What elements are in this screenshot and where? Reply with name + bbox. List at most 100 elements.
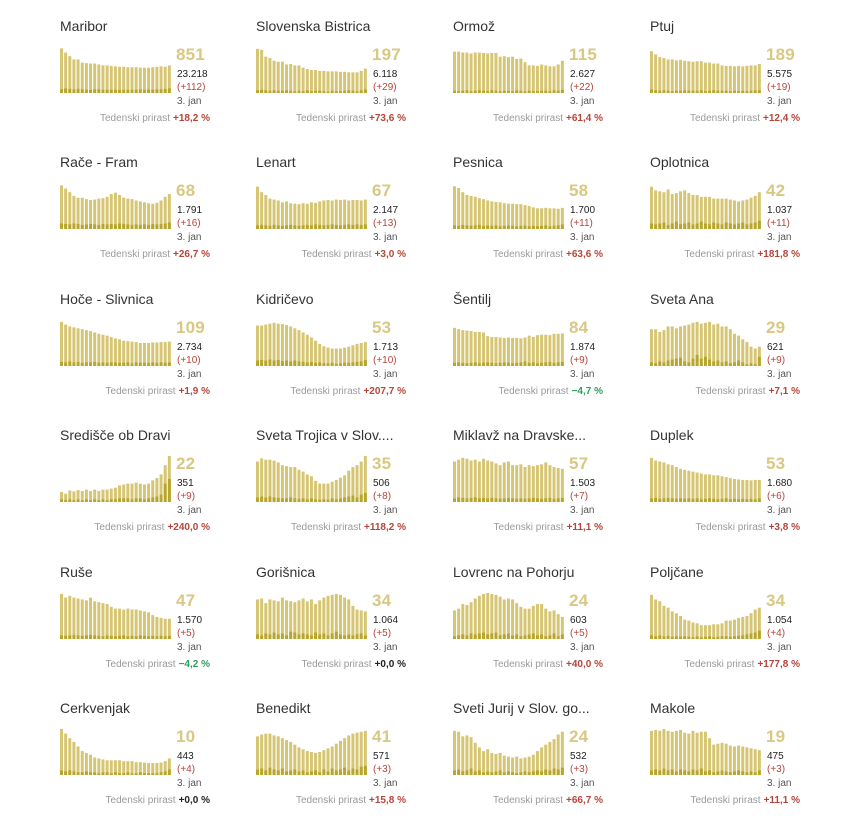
daily-bar: [105, 224, 109, 229]
municipality-card-makole[interactable]: Makole 19 475 (+3) 3. jan Tedenski prirast +11…: [650, 700, 840, 830]
municipality-card-poljcane[interactable]: Poljčane 34 1.054 (+4) 3. jan Tedenski priras…: [650, 564, 840, 694]
active-bar: [724, 743, 728, 775]
active-bar: [330, 481, 334, 502]
municipality-card-slovenska-bistrica[interactable]: Slovenska Bistrica 197 6.118 (+29) 3. jan Ted…: [256, 18, 446, 148]
daily-bar: [256, 497, 259, 502]
active-bar: [101, 198, 105, 229]
municipality-card-benedikt[interactable]: Benedikt 41 571 (+3) 3. jan Tedenski prirast +…: [256, 700, 446, 830]
daily-bar: [167, 479, 171, 502]
daily-bar: [531, 362, 535, 366]
municipality-name: Cerkvenjak: [60, 700, 131, 716]
municipality-card-lenart[interactable]: Lenart 67 2.147 (+13) 3. jan Tedenski prirast…: [256, 154, 446, 284]
daily-bar: [113, 636, 117, 639]
municipality-card-lovrenc-na-pohorju[interactable]: Lovrenc na Pohorju 24 603 (+5) 3. jan Tedensk…: [453, 564, 643, 694]
active-bar: [272, 600, 276, 639]
active-bar: [256, 736, 259, 775]
active-bar: [147, 67, 151, 93]
active-bar: [101, 489, 105, 502]
active-bar: [130, 199, 134, 229]
daily-bar: [76, 772, 80, 775]
daily-bar: [708, 636, 712, 639]
daily-bar: [318, 499, 322, 502]
date-label: 3. jan: [570, 642, 595, 653]
municipality-card-cerkvenjak[interactable]: Cerkvenjak 10 443 (+4) 3. jan Tedenski priras…: [60, 700, 250, 830]
municipality-card-gorisnica[interactable]: Gorišnica 34 1.064 (+5) 3. jan Tedenski prira…: [256, 564, 446, 694]
active-bar: [60, 491, 63, 502]
active-bar: [159, 66, 163, 93]
active-bar: [720, 326, 724, 366]
active-bar: [355, 200, 359, 229]
municipality-card-sveti-jurij-v-slov-go[interactable]: Sveti Jurij v Slov. go... 24 532 (+3) 3. jan…: [453, 700, 643, 830]
weekly-growth-label: Tedenski prirast: [290, 522, 362, 533]
active-bar: [285, 325, 289, 366]
municipality-card-maribor[interactable]: Maribor 851 23.218 (+112) 3. jan Tedenski pri…: [60, 18, 250, 148]
municipality-card-pesnica[interactable]: Pesnica 58 1.700 (+11) 3. jan Tedenski priras…: [453, 154, 643, 284]
municipality-card-kidricevo[interactable]: Kidričevo 53 1.713 (+10) 3. jan Tedenski prir…: [256, 291, 446, 421]
active-bar: [745, 616, 749, 639]
daily-bar: [703, 771, 707, 775]
active-bar: [560, 60, 564, 93]
active-bar: [465, 735, 469, 775]
daily-bar: [155, 496, 159, 502]
municipality-card-hoce-slivnica[interactable]: Hoče - Slivnica 109 2.734 (+10) 3. jan Tedens…: [60, 291, 250, 421]
daily-bar: [122, 773, 126, 775]
municipality-card-sentilj[interactable]: Šentilj 84 1.874 (+9) 3. jan Tedenski prirast…: [453, 291, 643, 421]
daily-bar: [498, 91, 502, 93]
daily-bar: [556, 498, 560, 502]
daily-bar: [76, 88, 80, 93]
active-bar: [461, 736, 465, 775]
daily-bar: [260, 635, 264, 639]
municipality-card-race-fram[interactable]: Rače - Fram 68 1.791 (+16) 3. jan Tedenski pr…: [60, 154, 250, 284]
date-label: 3. jan: [373, 369, 398, 380]
active-bar: [142, 762, 146, 775]
trend-bar-chart: [453, 593, 564, 639]
daily-bar: [97, 500, 101, 502]
active-bar: [674, 60, 678, 93]
active-bar: [151, 342, 155, 366]
daily-bar: [163, 223, 167, 229]
daily-bar: [122, 362, 126, 366]
daily-bar: [683, 361, 687, 366]
municipality-card-miklavz-na-dravske[interactable]: Miklavž na Dravske... 57 1.503 (+7) 3. jan Te…: [453, 427, 643, 557]
active-bar: [473, 598, 477, 639]
municipality-card-ruse[interactable]: Ruše 47 1.570 (+5) 3. jan Tedenski prirast −4,…: [60, 564, 250, 694]
daily-bar: [130, 363, 134, 366]
municipality-card-sveta-trojica-v-slov[interactable]: Sveta Trojica v Slov.... 35 506 (+8) 3. jan T…: [256, 427, 446, 557]
active-bar: [703, 322, 707, 366]
daily-bar: [482, 772, 486, 775]
active-bar: [305, 601, 309, 639]
daily-bar: [142, 499, 146, 502]
municipality-card-ptuj[interactable]: Ptuj 189 5.575 (+19) 3. jan Tedenski prirast +…: [650, 18, 840, 148]
municipality-card-duplek[interactable]: Duplek 53 1.680 (+6) 3. jan Tedenski prirast +…: [650, 427, 840, 557]
trend-bar-chart: [60, 456, 171, 502]
daily-bar: [535, 770, 539, 775]
active-bar: [343, 347, 347, 366]
cumulative-value: 1.713: [373, 342, 399, 353]
daily-bar: [749, 498, 753, 502]
daily-bar: [297, 361, 301, 366]
daily-bar: [256, 769, 259, 775]
municipality-card-ormoz[interactable]: Ormož 115 2.627 (+22) 3. jan Tedenski prirast…: [453, 18, 643, 148]
municipality-card-sredisce-ob-dravi[interactable]: Središče ob Dravi 22 351 (+9) 3. jan Tedenski…: [60, 427, 250, 557]
daily-bar: [527, 362, 531, 366]
active-bar: [297, 747, 301, 775]
date-label: 3. jan: [373, 96, 398, 107]
active-bar: [737, 745, 741, 775]
municipality-card-sveta-ana[interactable]: Sveta Ana 29 621 (+9) 3. jan Tedenski prirast…: [650, 291, 840, 421]
daily-bar: [453, 498, 456, 502]
active-cases-value: 35: [372, 454, 392, 473]
municipality-name: Pesnica: [453, 154, 503, 170]
daily-bar: [552, 768, 556, 775]
daily-bar: [523, 771, 527, 775]
daily-bar: [540, 362, 544, 366]
municipality-card-oplotnica[interactable]: Oplotnica 42 1.037 (+11) 3. jan Tedenski prir…: [650, 154, 840, 284]
daily-increase: (+19): [767, 82, 791, 93]
active-bar: [318, 600, 322, 639]
active-bar: [293, 203, 297, 229]
weekly-growth: Tedenski prirast −4,2 %: [106, 659, 210, 670]
active-bar: [716, 63, 720, 93]
active-bar: [473, 459, 477, 502]
active-bar: [105, 489, 109, 502]
active-bar: [712, 624, 716, 639]
active-bar: [737, 335, 741, 366]
